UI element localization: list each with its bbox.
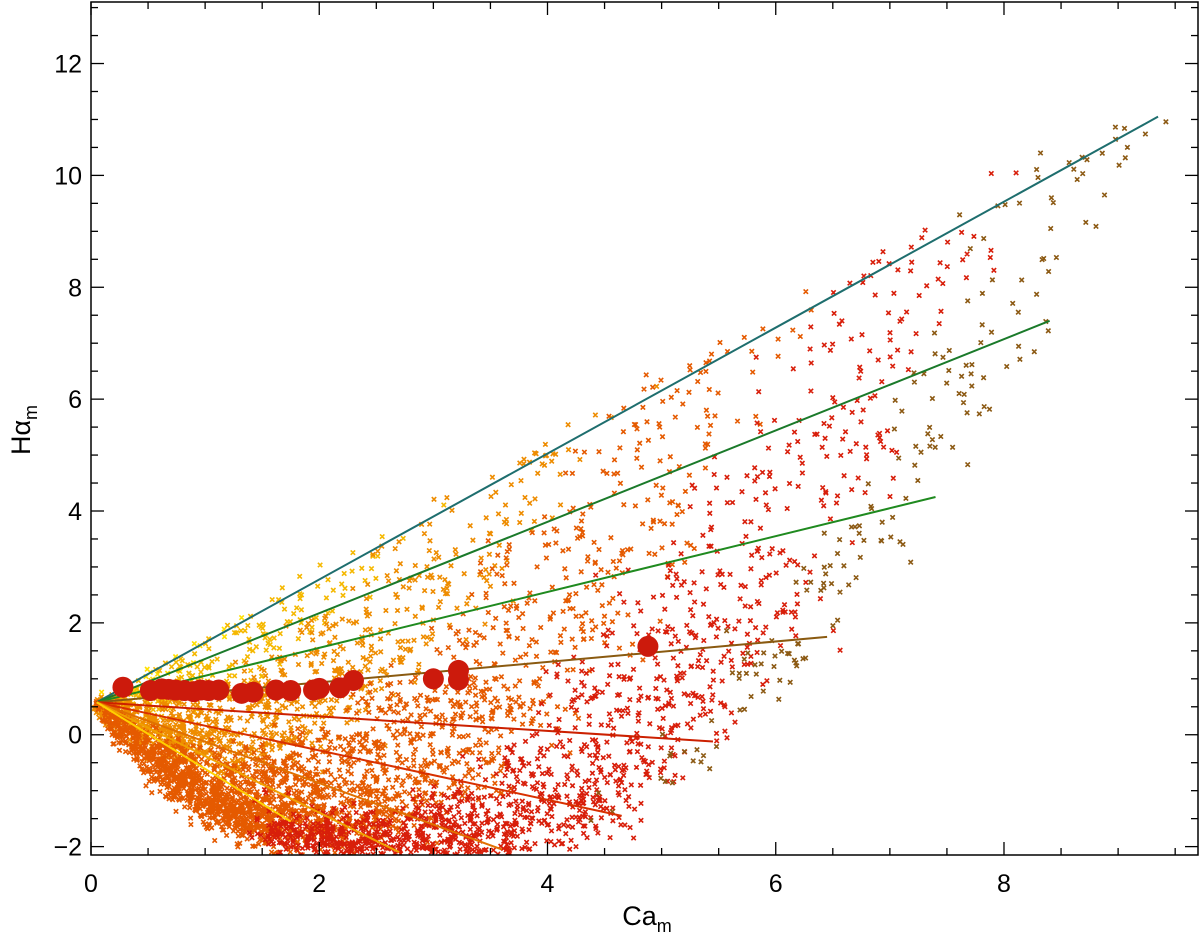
fit-line-1 (96, 319, 1051, 704)
marker-point-11 (242, 681, 264, 703)
y-tick-label: 0 (68, 722, 82, 750)
fit-line-7 (96, 701, 400, 854)
axis-ticks (90, 2, 1198, 855)
fit-line-5 (96, 701, 622, 817)
marker-point-0 (112, 676, 134, 698)
fit-line-4 (96, 701, 714, 743)
marker-point-20 (447, 669, 469, 691)
fit-line-0 (96, 115, 1159, 704)
x-tick-label: 6 (769, 870, 783, 898)
y-axis-label: Hαm (6, 405, 41, 455)
y-tick-label: 12 (54, 51, 82, 79)
marker-point-21 (637, 635, 659, 657)
scatter-band-5 (588, 119, 1169, 824)
marker-point-18 (422, 668, 444, 690)
x-tick-label: 2 (312, 870, 326, 898)
fit-line-8 (96, 701, 292, 823)
y-tick-label: 4 (68, 498, 82, 526)
marker-point-13 (280, 680, 302, 702)
y-tick-label: 8 (68, 274, 82, 302)
x-tick-label: 8 (997, 870, 1011, 898)
y-tick-label: 6 (68, 386, 82, 414)
x-axis-label: Cam (622, 901, 672, 936)
fit-line-6 (96, 701, 503, 851)
marker-point-15 (308, 677, 330, 699)
y-tick-label: −2 (53, 834, 82, 862)
highlight-markers (112, 635, 659, 704)
marker-point-17 (342, 669, 364, 691)
x-tick-label: 4 (541, 870, 555, 898)
marker-point-12 (265, 679, 287, 701)
fit-line-2 (96, 496, 936, 704)
plot-frame (90, 1, 1199, 856)
marker-point-9 (208, 679, 230, 701)
y-tick-label: 2 (68, 610, 82, 638)
scatter-band-4 (246, 170, 1019, 855)
y-tick-label: 10 (54, 162, 82, 190)
x-tick-label: 0 (84, 870, 98, 898)
